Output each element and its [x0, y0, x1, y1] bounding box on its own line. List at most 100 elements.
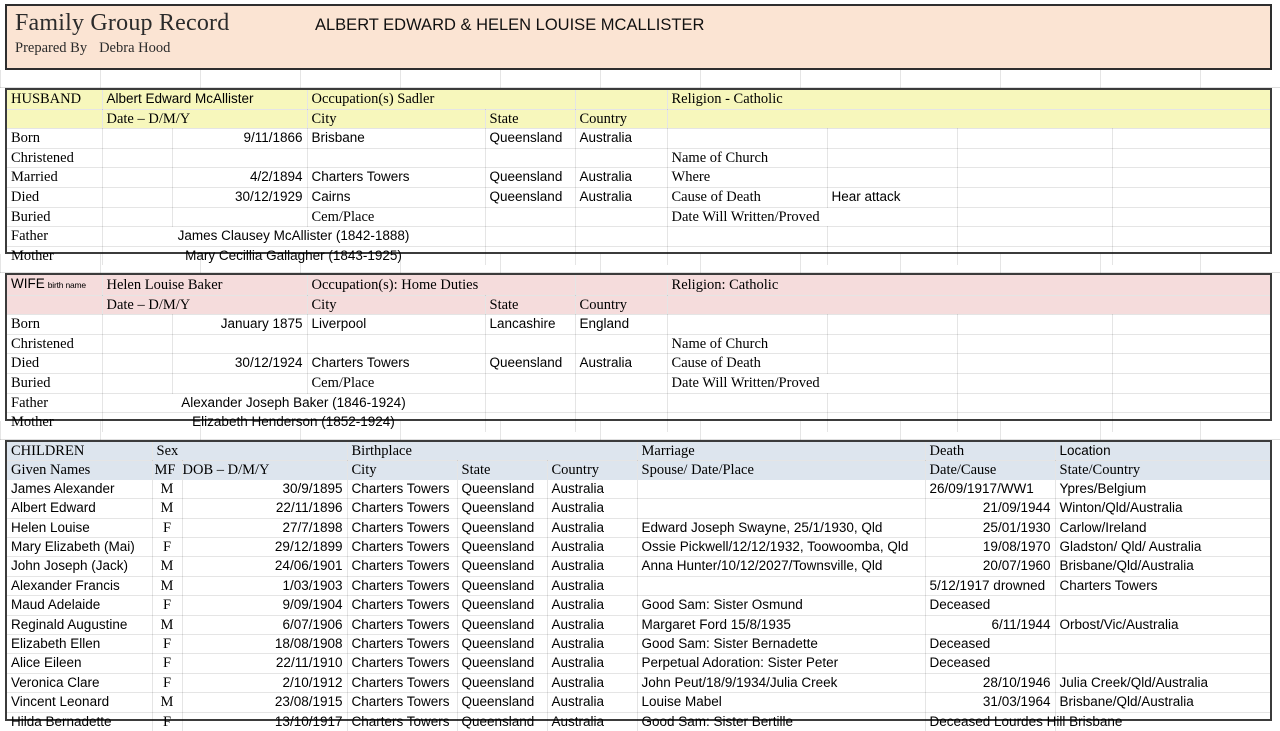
- child-birth-state: Queensland: [457, 518, 548, 539]
- child-death: Deceased: [925, 653, 1056, 674]
- child-sex: F: [152, 712, 183, 731]
- husband-label-born: Born: [7, 128, 103, 149]
- husband-row-died: Died 30/12/1929 Cairns Queensland Austra…: [7, 187, 1271, 208]
- children-header-row-2: Given Names MF DOB – D/M/Y City State Co…: [7, 460, 1271, 480]
- table-row: Veronica Clare F 2/10/1912 Charters Towers Q…: [7, 673, 1270, 694]
- child-birth-city: Charters Towers: [347, 712, 458, 731]
- child-given-names: James Alexander: [7, 479, 153, 500]
- wife-label-christened: Christened: [7, 334, 103, 355]
- husband-date-married: 4/2/1894: [172, 167, 308, 188]
- children-header-death: Death: [925, 442, 1056, 462]
- wife-pad-died-1: [957, 353, 1113, 374]
- wife-extra-label-buried: Date Will Written/Proved: [667, 373, 958, 394]
- child-birth-state: Queensland: [457, 673, 548, 694]
- child-birth-country: Australia: [547, 479, 638, 500]
- husband-state-married: Queensland: [485, 167, 576, 188]
- child-dob: 22/11/1910: [182, 653, 348, 674]
- child-marriage: Good Sam: Sister Bernadette: [637, 634, 926, 655]
- husband-header-spacer-1: [7, 109, 103, 130]
- wife-row-born: Born January 1875 Liverpool Lancashire E…: [7, 314, 1271, 335]
- child-marriage: John Peut/18/9/1934/Julia Creek: [637, 673, 926, 694]
- child-location: [1055, 653, 1270, 674]
- wife-country-buried: [575, 373, 668, 394]
- wife-label-text: WIFE: [11, 276, 45, 291]
- table-row: Hilda Bernadette F 13/10/1917 Charters Towe…: [7, 712, 1270, 731]
- title-banner: Family Group Record Prepared By Debra Hoo…: [5, 4, 1272, 70]
- wife-cemplace-label: Cem/Place: [307, 373, 486, 394]
- wife-pad-mother-4: [827, 412, 958, 432]
- wife-date-born: January 1875: [172, 314, 308, 335]
- wife-label-born: Born: [7, 314, 103, 335]
- wife-column-header-row: Date – D/M/Y City State Country: [7, 295, 1271, 316]
- child-given-names: Veronica Clare: [7, 673, 153, 694]
- child-marriage: Good Sam: Sister Bertille: [637, 712, 926, 731]
- table-row: James Alexander M 30/9/1895 Charters Towers…: [7, 479, 1270, 500]
- child-dob: 9/09/1904: [182, 595, 348, 616]
- prepared-by-row: Prepared By Debra Hood: [15, 40, 170, 57]
- child-birth-country: Australia: [547, 518, 638, 539]
- husband-band-spacer-1: [575, 90, 668, 110]
- husband-extra-value-married: [827, 167, 958, 188]
- child-death: 21/09/1944: [925, 498, 1056, 519]
- wife-pad-father-1: [485, 393, 576, 414]
- child-birth-country: Australia: [547, 556, 638, 577]
- table-row: Albert Edward M 22/11/1896 Charters Towers Q…: [7, 498, 1270, 519]
- child-marriage: Edward Joseph Swayne, 25/1/1930, Qld: [637, 518, 926, 539]
- child-birth-state: Queensland: [457, 634, 548, 655]
- child-birth-city: Charters Towers: [347, 479, 458, 500]
- wife-date-died: 30/12/1924: [172, 353, 308, 374]
- children-header-state-country: State/Country: [1055, 460, 1271, 480]
- page-title: Family Group Record: [15, 10, 230, 36]
- children-header-row-1: CHILDREN Sex Birthplace Marriage Death L…: [7, 442, 1271, 462]
- child-birth-state: Queensland: [457, 556, 548, 577]
- children-header-spouse: Spouse/ Date/Place: [637, 460, 926, 480]
- gutter-strip-1: [0, 70, 1280, 88]
- wife-header-country: Country: [575, 295, 668, 316]
- wife-spacer-christened: [102, 334, 173, 355]
- table-row: Helen Louise F 27/7/1898 Charters Towers Que…: [7, 518, 1270, 539]
- children-header-mf: MF: [152, 460, 183, 480]
- husband-country-married: Australia: [575, 167, 668, 188]
- wife-header-city: City: [307, 295, 486, 316]
- child-birth-state: Queensland: [457, 692, 548, 713]
- table-row: Maud Adelaide F 9/09/1904 Charters Towers Qu…: [7, 595, 1270, 616]
- child-location: Gladston/ Qld/ Australia: [1055, 537, 1270, 558]
- husband-column-header-row: Date – D/M/Y City State Country: [7, 109, 1271, 130]
- husband-pad-mother-3: [667, 246, 828, 266]
- husband-row-mother: Mother Mary Cecillia Gallagher (1843-192…: [7, 246, 1270, 266]
- wife-occupation: Occupation(s): Home Duties: [307, 275, 576, 296]
- husband-row-buried: Buried Cem/Place Date Will Written/Prove…: [7, 207, 1271, 228]
- table-row: Mary Elizabeth (Mai) F 29/12/1899 Charters …: [7, 537, 1270, 558]
- child-death: Deceased: [925, 634, 1056, 655]
- wife-label-mother: Mother: [7, 412, 103, 432]
- child-location: Carlow/Ireland: [1055, 518, 1270, 539]
- wife-header-date: Date – D/M/Y: [102, 295, 308, 316]
- child-death: Deceased: [925, 595, 1056, 616]
- husband-pad-married-1: [957, 167, 1113, 188]
- wife-label-died: Died: [7, 353, 103, 374]
- child-given-names: Alexander Francis: [7, 576, 153, 597]
- husband-row-christened: Christened Name of Church: [7, 148, 1271, 169]
- wife-header-state: State: [485, 295, 576, 316]
- husband-extra-label-born: [667, 128, 828, 149]
- husband-country-christened: [575, 148, 668, 169]
- husband-label-mother: Mother: [7, 246, 103, 266]
- children-header-marriage: Marriage: [637, 442, 926, 462]
- child-death: 19/08/1970: [925, 537, 1056, 558]
- husband-table: HUSBAND Albert Edward McAllister Occupat…: [7, 90, 1271, 266]
- wife-row-died: Died 30/12/1924 Charters Towers Queensla…: [7, 353, 1271, 374]
- child-marriage: Good Sam: Sister Osmund: [637, 595, 926, 616]
- child-dob: 18/08/1908: [182, 634, 348, 655]
- child-birth-city: Charters Towers: [347, 576, 458, 597]
- husband-spacer-died: [102, 187, 173, 208]
- child-birth-state: Queensland: [457, 653, 548, 674]
- child-death: 26/09/1917/WW1: [925, 479, 1056, 500]
- wife-pad-born-2: [1112, 314, 1271, 335]
- prepared-by-label: Prepared By: [15, 40, 88, 56]
- wife-city-christened: [307, 334, 486, 355]
- wife-spacer-born: [102, 314, 173, 335]
- child-birth-country: Australia: [547, 653, 638, 674]
- child-birth-state: Queensland: [457, 537, 548, 558]
- husband-row-father: Father James Clausey McAllister (1842-18…: [7, 226, 1271, 247]
- couple-title: ALBERT EDWARD & HELEN LOUISE MCALLISTER: [315, 16, 705, 34]
